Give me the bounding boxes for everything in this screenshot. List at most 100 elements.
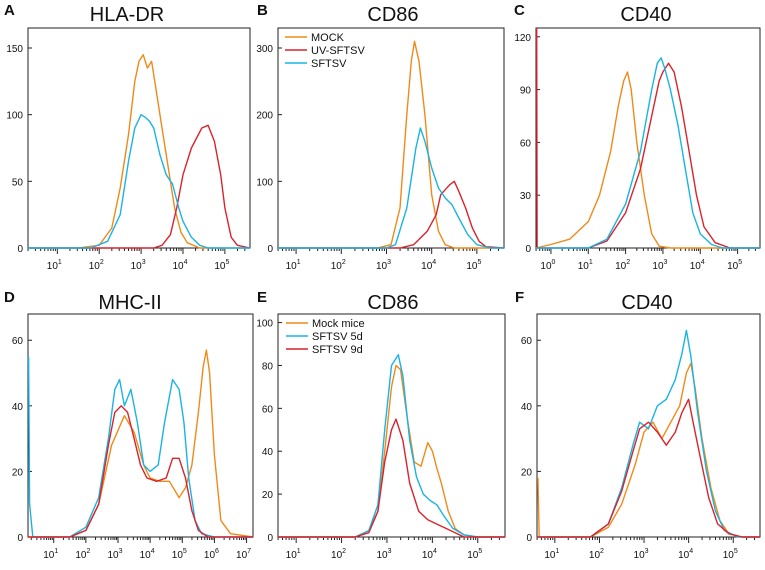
y-tick-label: 0: [525, 244, 531, 255]
x-tick-label: 103: [107, 548, 122, 561]
series-line-sftsv-5d: [27, 356, 253, 538]
y-tick-label: 20: [262, 490, 274, 501]
panel-a: A HLA-DR 0 50 100 150 101 102 103 104 105: [4, 2, 251, 272]
x-tick-label: 104: [422, 548, 437, 561]
x-tick-label: 104: [172, 259, 187, 272]
panel-title: HLA-DR: [90, 4, 164, 26]
x-tick-label: 105: [466, 259, 481, 272]
series-line-sftsv-9d: [278, 418, 505, 538]
plot-frame: [277, 313, 506, 538]
legend-label: Mock mice: [312, 318, 365, 330]
x-tick-label: 102: [331, 259, 346, 272]
series-line-mock-mice: [537, 362, 760, 538]
x-tick-label: 107: [236, 548, 251, 561]
legend-label: SFTSV 5d: [312, 331, 363, 343]
y-tick-label: 300: [256, 44, 273, 55]
series-line-mock-mice: [28, 349, 254, 538]
y-tick-label: 100: [256, 177, 273, 188]
x-tick-label: 102: [89, 259, 104, 272]
panel-letter: F: [515, 289, 524, 306]
panel-f: F CD40 0 20 40 60 101 102 103 104 105: [515, 289, 761, 561]
y-tick-label: 20: [521, 467, 533, 478]
plot-frame: [536, 313, 761, 538]
x-tick-label: 104: [421, 259, 436, 272]
y-tick-label: 40: [12, 402, 24, 413]
panel-letter: C: [514, 2, 525, 19]
x-tick-label: 101: [544, 548, 559, 561]
y-tick-label: 40: [262, 447, 274, 458]
y-tick-label: 60: [520, 138, 532, 149]
panel-title: MHC-II: [98, 292, 161, 314]
x-tick-label: 105: [172, 548, 187, 561]
series-line-sftsv: [536, 57, 760, 249]
y-tick-label: 0: [526, 533, 532, 544]
panel-letter: A: [4, 2, 15, 19]
x-tick-label: 103: [376, 259, 391, 272]
x-tick-label: 104: [140, 548, 155, 561]
panel-title: CD86: [367, 4, 418, 26]
x-tick-label: 105: [214, 259, 229, 272]
legend-label: SFTSV: [311, 58, 347, 70]
panel-d: D MHC-II 0 20 40 60 101 102 103 104 105 106 107: [4, 289, 254, 561]
x-tick-label: 101: [578, 259, 593, 272]
y-tick-label: 100: [256, 319, 273, 330]
y-tick-label: 120: [514, 33, 531, 44]
panel-title: CD40: [621, 292, 672, 314]
x-tick-label: 104: [678, 548, 693, 561]
legend-label: MOCK: [311, 32, 345, 44]
y-tick-label: 60: [12, 336, 24, 347]
y-tick-label: 50: [12, 177, 24, 188]
x-tick-label: 105: [723, 548, 738, 561]
panel-e: E CD86 0 20 40 60 80 100 101 102 103 104 105 Mock mic…: [256, 289, 506, 561]
panel-letter: E: [257, 289, 267, 306]
y-tick-label: 100: [6, 111, 23, 122]
x-tick-label: 101: [286, 259, 301, 272]
x-tick-label: 102: [589, 548, 604, 561]
x-tick-label: 101: [47, 259, 62, 272]
y-tick-label: 60: [262, 404, 274, 415]
panel-title: CD40: [620, 4, 671, 26]
series-line-sftsv-9d: [537, 398, 760, 538]
legend-label: UV-SFTSV: [311, 45, 365, 57]
x-tick-label: 105: [727, 259, 742, 272]
y-tick-label: 0: [267, 533, 273, 544]
x-tick-label: 102: [331, 548, 346, 561]
series-line-sftsv-9d: [28, 405, 253, 538]
y-tick-label: 0: [17, 244, 23, 255]
x-tick-label: 103: [376, 548, 391, 561]
y-tick-label: 30: [520, 191, 532, 202]
panel-c: C CD40 0 30 60 90 120 100 101 102 103 104 105: [514, 2, 761, 272]
y-tick-label: 0: [17, 533, 23, 544]
x-tick-label: 102: [75, 548, 90, 561]
panel-letter: D: [4, 289, 15, 306]
x-tick-label: 104: [690, 259, 705, 272]
series-line-uv-sftsv: [278, 180, 505, 249]
y-tick-label: 80: [262, 361, 274, 372]
y-tick-label: 200: [256, 111, 273, 122]
series-line-mock: [278, 40, 504, 249]
series-line-sftsv: [278, 127, 504, 249]
x-tick-label: 103: [652, 259, 667, 272]
panel-title: CD86: [367, 292, 418, 314]
y-tick-label: 90: [520, 86, 532, 97]
x-tick-label: 102: [615, 259, 630, 272]
series-line-uv-sftsv: [536, 27, 760, 249]
series-line-sftsv-5d: [278, 354, 505, 538]
y-tick-label: 60: [521, 336, 533, 347]
y-tick-label: 40: [521, 402, 533, 413]
panel-b: B CD86 0 100 200 300 101 102 103 104 105 MOCKUV-SFT…: [256, 2, 505, 272]
y-tick-label: 0: [267, 244, 273, 255]
y-tick-label: 20: [12, 467, 24, 478]
x-tick-label: 101: [43, 548, 58, 561]
x-tick-label: 105: [467, 548, 482, 561]
y-tick-label: 150: [6, 44, 23, 55]
series-line-mock-mice: [278, 364, 505, 538]
series-line-mock: [535, 71, 760, 249]
series-line-uv-sftsv: [28, 124, 251, 249]
x-tick-label: 103: [634, 548, 649, 561]
x-tick-label: 106: [204, 548, 219, 561]
series-line-sftsv: [28, 114, 250, 249]
series-line-sftsv-5d: [537, 329, 760, 538]
x-tick-label: 101: [286, 548, 301, 561]
